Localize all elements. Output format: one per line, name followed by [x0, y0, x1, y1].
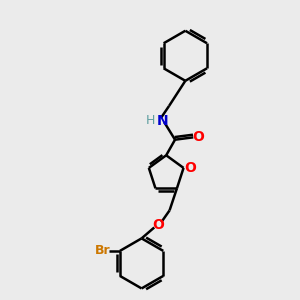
Text: O: O — [184, 161, 196, 175]
Text: O: O — [152, 218, 164, 232]
Text: N: N — [157, 114, 169, 128]
Text: O: O — [193, 130, 205, 144]
Text: Br: Br — [94, 244, 110, 257]
Text: H: H — [146, 114, 155, 127]
